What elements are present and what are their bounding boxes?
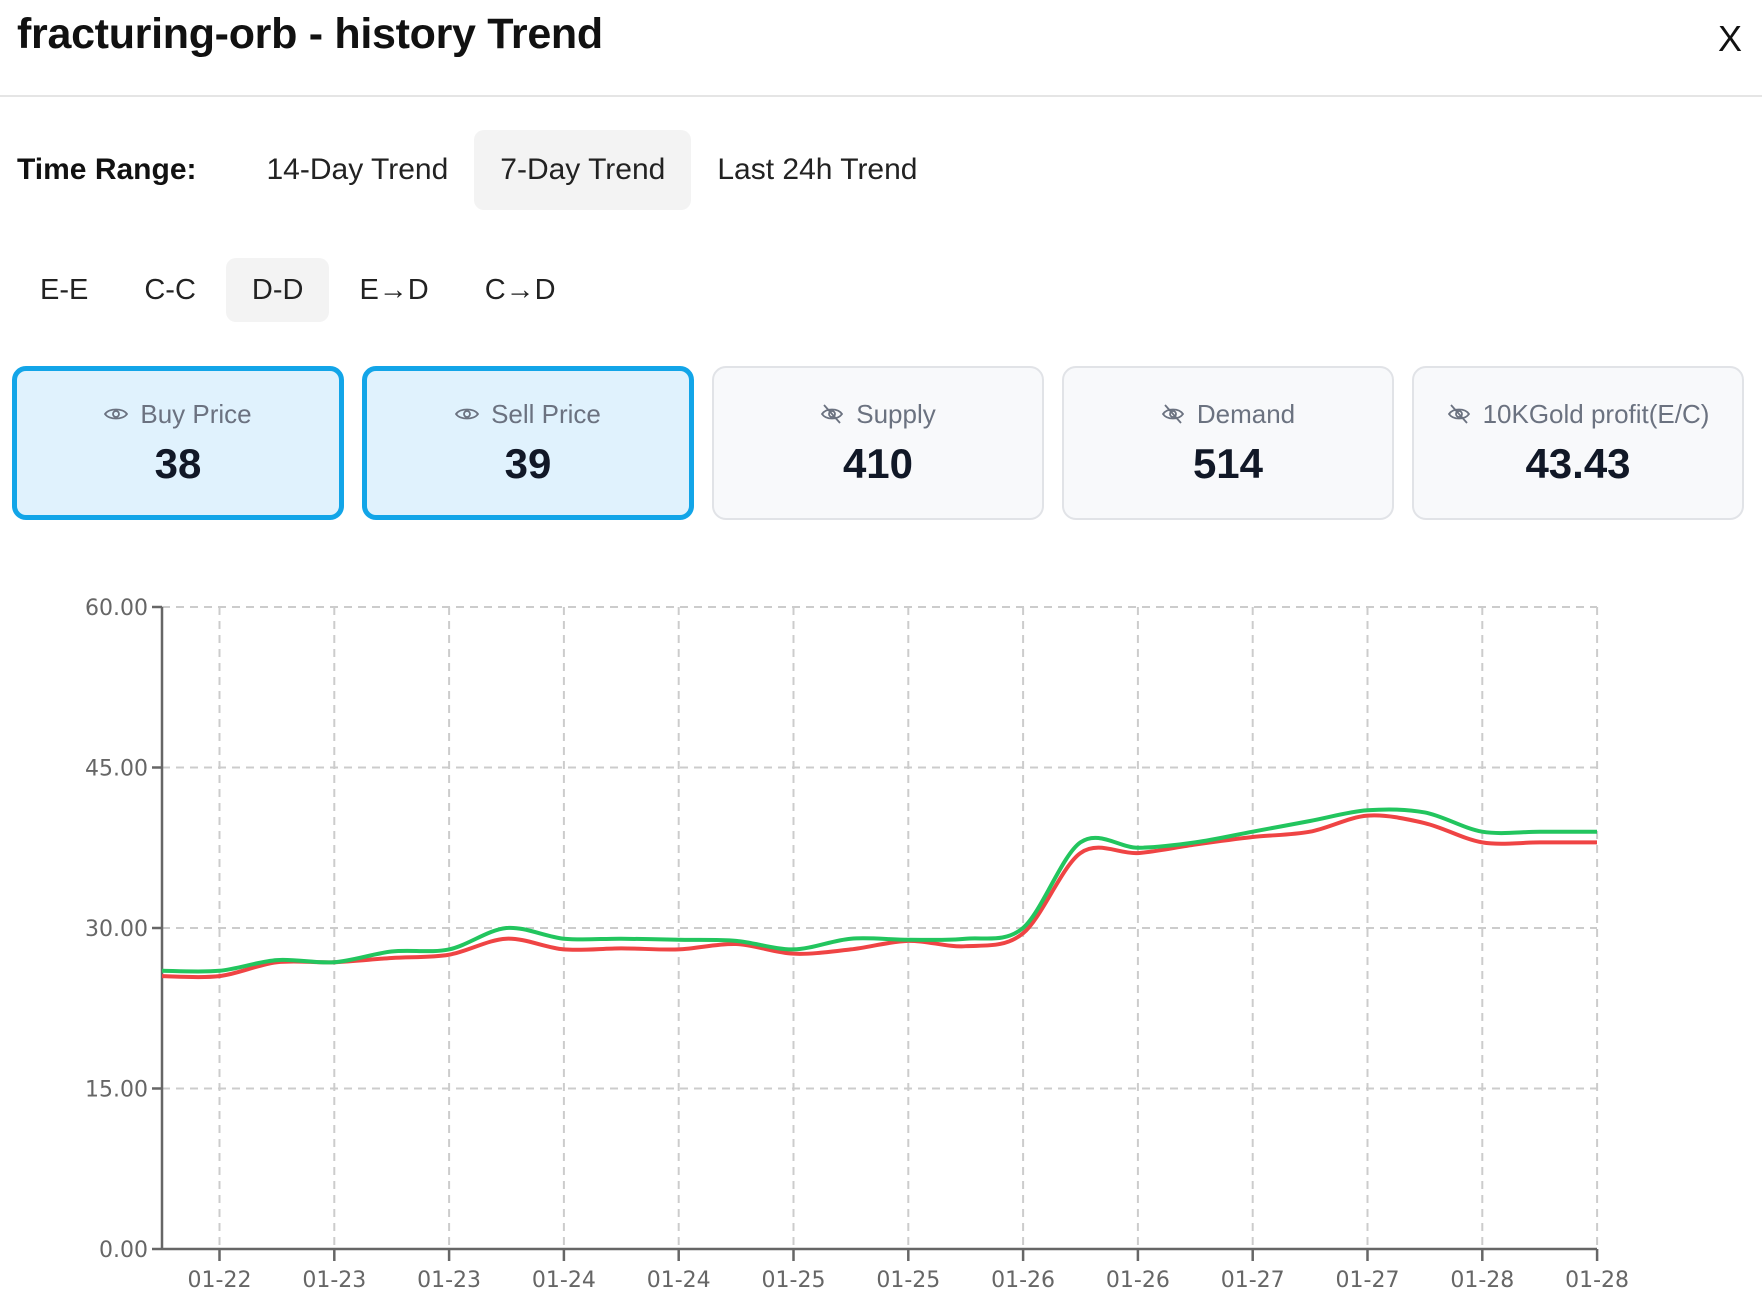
x-tick-label: 01-27 bbox=[1336, 1268, 1400, 1293]
y-tick-label: 15.00 bbox=[85, 1078, 148, 1103]
metric-cards: Buy Price 38 Sell Price 39 Supply 410 De… bbox=[12, 366, 1762, 520]
chart-series bbox=[161, 807, 1597, 980]
gold-profit-card[interactable]: 10KGold profit(E/C) 43.43 bbox=[1412, 366, 1744, 520]
sell-price-line bbox=[161, 807, 1597, 974]
x-tick-label: 01-28 bbox=[1565, 1268, 1629, 1293]
time-range-selector: Time Range: 14-Day Trend 7-Day Trend Las… bbox=[17, 130, 944, 210]
card-value: 43.43 bbox=[1525, 439, 1631, 487]
card-value: 410 bbox=[842, 439, 914, 487]
mode-c-to-d-button[interactable]: C→D bbox=[484, 274, 556, 306]
card-label: Demand bbox=[1196, 398, 1296, 429]
eye-off-icon bbox=[1447, 403, 1471, 425]
card-label: Supply bbox=[856, 398, 936, 429]
eye-icon bbox=[455, 406, 480, 422]
card-value: 39 bbox=[504, 439, 552, 487]
demand-card[interactable]: Demand 514 bbox=[1062, 366, 1394, 520]
supply-card[interactable]: Supply 410 bbox=[712, 366, 1044, 520]
x-tick-label: 01-24 bbox=[532, 1268, 596, 1293]
eye-off-icon bbox=[820, 403, 844, 425]
buy-price-line bbox=[161, 813, 1597, 980]
eye-off-icon bbox=[1161, 403, 1185, 425]
x-tick-label: 01-25 bbox=[762, 1268, 826, 1293]
card-label: Buy Price bbox=[140, 398, 252, 429]
x-tick-label: 01-28 bbox=[1450, 1268, 1514, 1293]
range-14-day-button[interactable]: 14-Day Trend bbox=[266, 153, 449, 186]
y-tick-label: 60.00 bbox=[85, 596, 148, 621]
page-title: fracturing-orb - history Trend bbox=[17, 10, 603, 58]
range-7-day-button[interactable]: 7-Day Trend bbox=[474, 130, 692, 210]
card-value: 514 bbox=[1192, 439, 1264, 487]
time-range-label: Time Range: bbox=[17, 153, 197, 186]
chart-grid bbox=[162, 606, 1599, 1249]
x-tick-label: 01-23 bbox=[417, 1268, 481, 1293]
mode-d-d-button[interactable]: D-D bbox=[225, 258, 330, 322]
dialog-header: fracturing-orb - history Trend X bbox=[0, 0, 1762, 97]
x-tick-label: 01-26 bbox=[1106, 1268, 1170, 1293]
mode-selector: E-E C-C D-D E→D C→D bbox=[14, 258, 586, 322]
card-label: Sell Price bbox=[491, 398, 601, 429]
x-tick-label: 01-24 bbox=[647, 1268, 711, 1293]
x-tick-label: 01-22 bbox=[188, 1268, 252, 1293]
x-tick-label: 01-27 bbox=[1221, 1268, 1285, 1293]
card-value: 38 bbox=[154, 439, 202, 487]
x-tick-label: 01-25 bbox=[876, 1268, 940, 1293]
range-24h-button[interactable]: Last 24h Trend bbox=[717, 153, 918, 186]
mode-e-to-d-button[interactable]: E→D bbox=[359, 274, 429, 306]
close-button[interactable]: X bbox=[1718, 18, 1743, 59]
price-trend-chart[interactable]: 0.00 15.00 30.00 45.00 60.00 01-22 01-23 01-23 0… bbox=[0, 580, 1762, 1314]
x-tick-label: 01-23 bbox=[302, 1268, 366, 1293]
sell-price-card[interactable]: Sell Price 39 bbox=[362, 366, 694, 520]
eye-icon bbox=[104, 406, 129, 422]
buy-price-card[interactable]: Buy Price 38 bbox=[12, 366, 344, 520]
chart-axes: 0.00 15.00 30.00 45.00 60.00 01-22 01-23 01-23 0… bbox=[85, 596, 1629, 1293]
mode-c-c-button[interactable]: C-C bbox=[144, 274, 196, 306]
y-tick-label: 45.00 bbox=[85, 757, 148, 782]
y-tick-label: 30.00 bbox=[85, 917, 148, 942]
mode-e-e-button[interactable]: E-E bbox=[40, 274, 89, 306]
card-label: 10KGold profit(E/C) bbox=[1482, 398, 1710, 429]
y-tick-label: 0.00 bbox=[99, 1238, 148, 1263]
x-tick-label: 01-26 bbox=[991, 1268, 1055, 1293]
